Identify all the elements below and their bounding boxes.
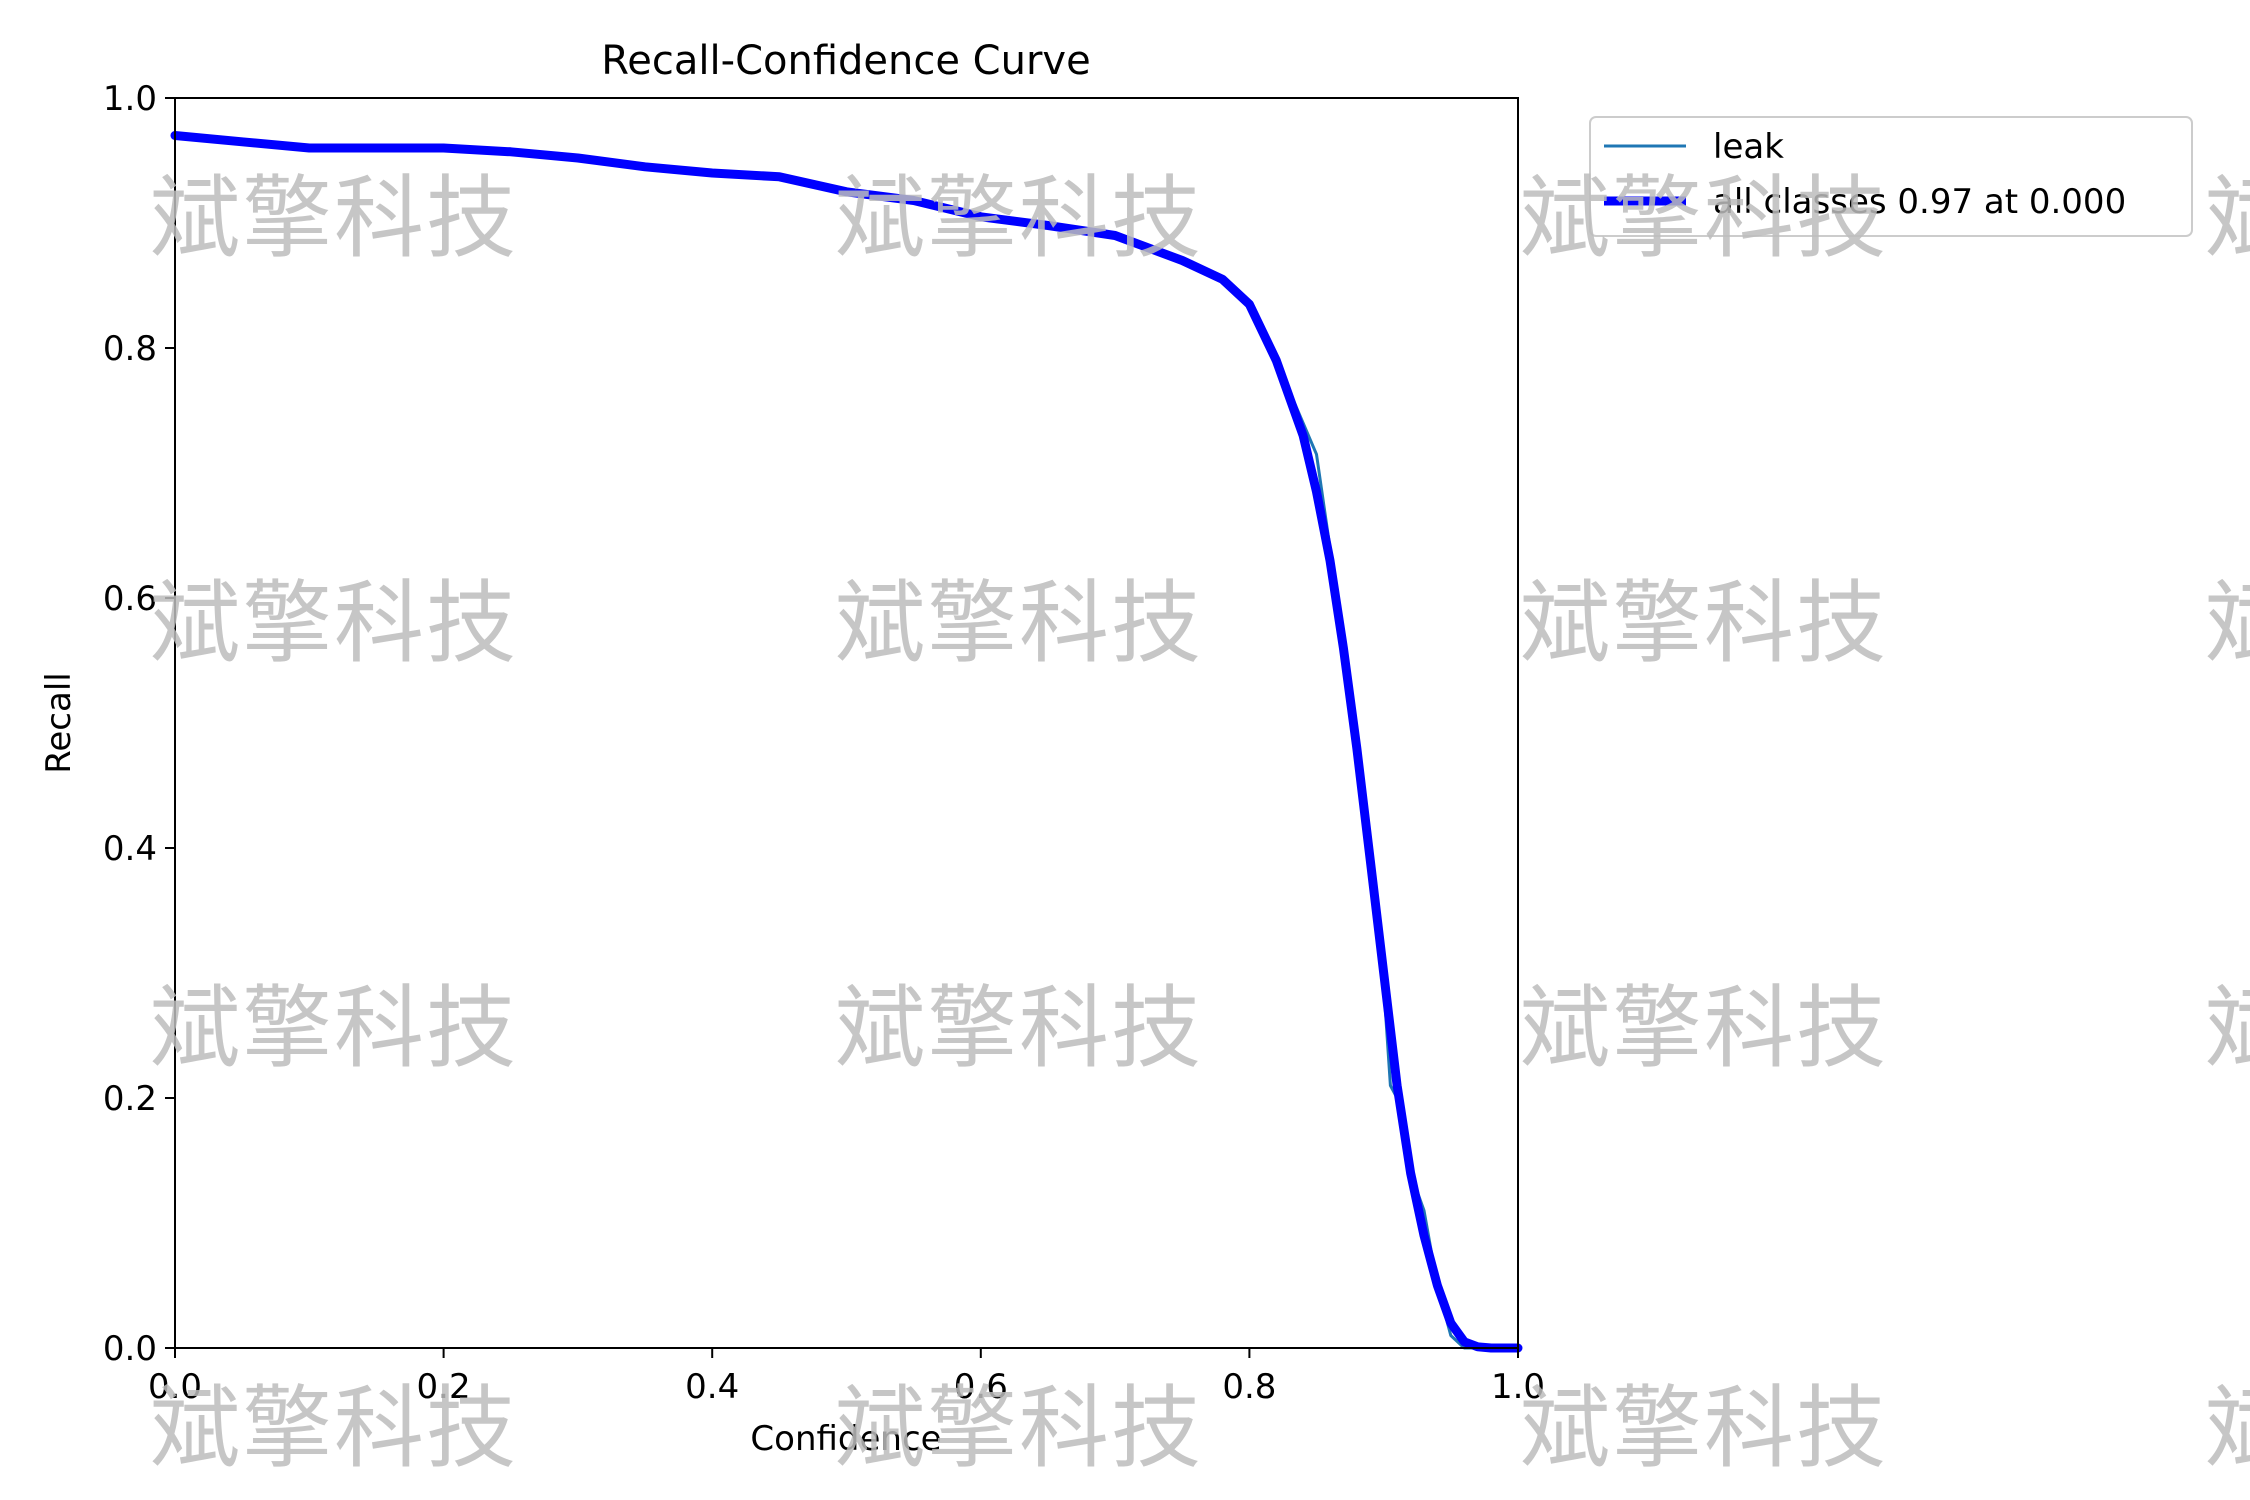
x-axis-ticks: 0.0 0.2 0.4 0.6 0.8 1.0 [148,1348,1545,1407]
x-tick-label: 0.6 [954,1367,1008,1407]
plot-area [175,98,1518,1348]
y-axis-label: Recall [39,672,79,773]
x-tick-label: 0.4 [685,1367,739,1407]
series-lines [170,131,1523,1353]
x-tick-label: 0.2 [417,1367,471,1407]
chart-title: Recall-Confidence Curve [601,38,1090,84]
x-tick-label: 1.0 [1491,1367,1545,1407]
y-tick-label: 0.2 [103,1079,157,1119]
y-tick-label: 1.0 [103,79,157,119]
x-axis-label: Confidence [750,1419,941,1459]
y-axis-ticks: 0.0 0.2 0.4 0.6 0.8 1.0 [103,79,175,1369]
y-tick-label: 0.0 [103,1329,157,1369]
legend-label-leak: leak [1713,127,1784,167]
legend-label-all-classes: all classes 0.97 at 0.000 [1713,182,2126,222]
legend: leak all classes 0.97 at 0.000 [1589,116,2193,237]
y-tick-label: 0.4 [103,829,157,869]
plot-frame [174,97,1519,1349]
y-tick-label: 0.8 [103,329,157,369]
series-line-1 [170,131,1523,1353]
x-tick-label: 0.0 [148,1367,202,1407]
y-tick-label: 0.6 [103,579,157,619]
x-tick-label: 0.8 [1222,1367,1276,1407]
legend-box [1589,116,2193,237]
